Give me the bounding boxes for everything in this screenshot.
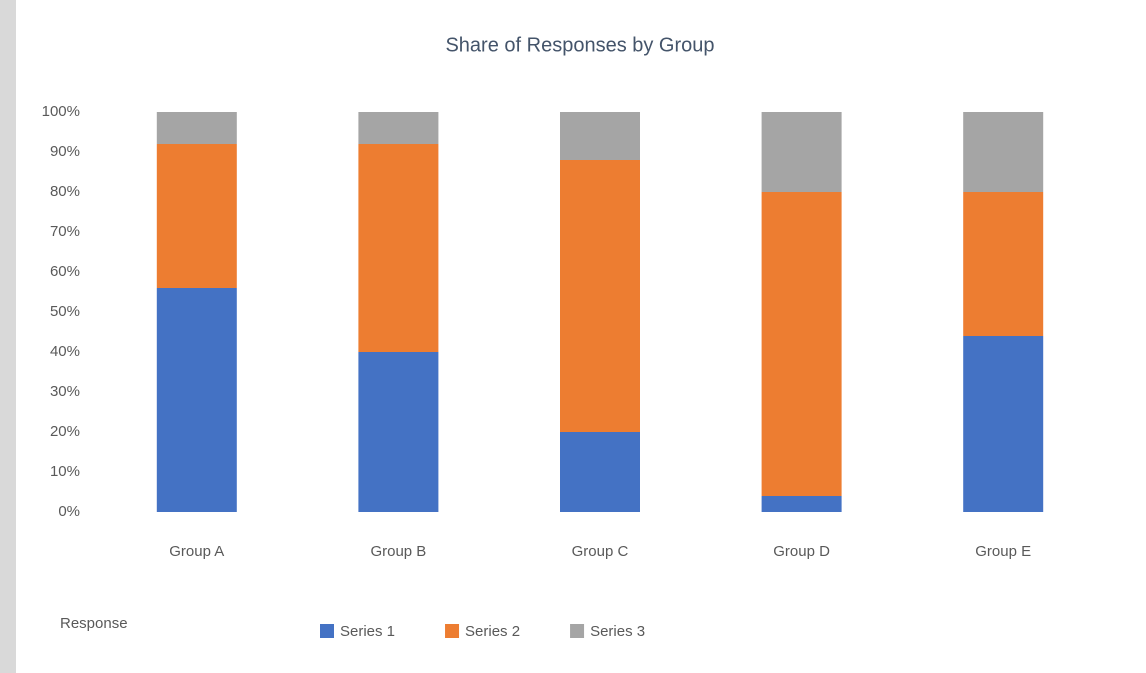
bar-segment — [560, 112, 640, 160]
y-tick-label: 0% — [58, 503, 80, 520]
bar-segment — [560, 432, 640, 512]
legend-label: Series 3 — [590, 623, 645, 640]
y-tick-label: 100% — [42, 103, 80, 120]
bar-segment — [963, 336, 1044, 512]
bar-segment — [358, 144, 439, 352]
bar-segment — [156, 112, 237, 144]
legend-title: Response — [60, 615, 128, 632]
x-tick-label: Group B — [370, 543, 426, 560]
x-tick-label: Group C — [572, 543, 629, 560]
y-tick-label: 50% — [50, 303, 80, 320]
bar-segment — [761, 112, 842, 192]
bar-segment — [963, 192, 1044, 336]
y-tick-label: 40% — [50, 343, 80, 360]
bar-segment — [358, 352, 439, 512]
bar-segment — [156, 144, 237, 288]
y-tick-label: 90% — [50, 143, 80, 160]
x-tick-label: Group D — [773, 543, 830, 560]
bar-segment — [560, 160, 640, 432]
bar-segment — [761, 192, 842, 496]
left-edge — [0, 0, 16, 673]
x-tick-label: Group E — [975, 543, 1031, 560]
legend-swatch — [445, 624, 460, 638]
bar-segment — [156, 288, 237, 512]
chart-title: Share of Responses by Group — [445, 34, 714, 56]
legend-swatch — [570, 624, 585, 638]
legend-swatch — [320, 624, 334, 638]
bar-segment — [761, 496, 842, 512]
bar-segment — [963, 112, 1044, 192]
y-tick-label: 30% — [50, 383, 80, 400]
legend-label: Series 1 — [340, 623, 395, 640]
y-tick-label: 10% — [50, 463, 80, 480]
bar-segment — [358, 112, 439, 144]
legend-label: Series 2 — [465, 623, 520, 640]
y-tick-label: 20% — [50, 423, 80, 440]
y-tick-label: 80% — [50, 183, 80, 200]
y-tick-label: 70% — [50, 223, 80, 240]
x-tick-label: Group A — [169, 543, 224, 560]
y-tick-label: 60% — [50, 263, 80, 280]
